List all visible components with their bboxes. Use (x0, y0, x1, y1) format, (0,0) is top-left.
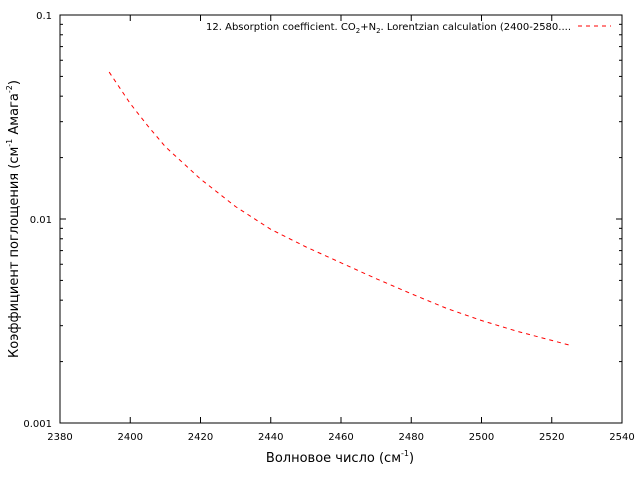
data-point (270, 229, 271, 230)
series-points (109, 72, 570, 346)
data-point (235, 206, 236, 207)
data-point (551, 340, 552, 341)
y-tick-label: 0.1 (36, 11, 52, 22)
data-point (305, 246, 306, 247)
x-tick-label: 2380 (47, 432, 72, 443)
y-tick-label: 0.01 (30, 215, 52, 226)
data-point (341, 262, 342, 263)
data-point (569, 345, 570, 346)
x-tick-label: 2460 (328, 432, 353, 443)
x-tick-label: 2520 (539, 432, 564, 443)
data-point (376, 278, 377, 279)
y-tick-label: 0.001 (23, 419, 52, 430)
x-tick-label: 2540 (609, 432, 634, 443)
data-point (516, 331, 517, 332)
y-axis-title: Коэффициент поглощения (см-1 Амага-2) (5, 80, 22, 358)
data-point (446, 308, 447, 309)
y-tick-labels: 0.001 0.01 0.1 (23, 11, 52, 430)
data-point (147, 125, 148, 126)
x-tick-label: 2400 (118, 432, 143, 443)
data-point (200, 179, 201, 180)
x-axis-title: Волновое число (см-1) (266, 449, 414, 466)
legend: 12. Absorption coefficient. CO2+N2. Lore… (206, 22, 611, 35)
data-point (130, 103, 131, 104)
plot-frame (59, 14, 623, 424)
x-tick-label: 2480 (399, 432, 424, 443)
data-point (411, 293, 412, 294)
data-point (109, 72, 110, 73)
x-tick-label: 2500 (469, 432, 494, 443)
x-tick-label: 2440 (258, 432, 283, 443)
axis-ticks (59, 14, 623, 424)
x-tick-label: 2420 (188, 432, 213, 443)
data-point (165, 146, 166, 147)
data-point (481, 320, 482, 321)
series-line (108, 71, 570, 346)
x-tick-labels: 2380 2400 2420 2440 2460 2480 2500 2520 2540 (47, 432, 634, 443)
legend-entry-label: 12. Absorption coefficient. CO2+N2. Lore… (206, 22, 571, 35)
